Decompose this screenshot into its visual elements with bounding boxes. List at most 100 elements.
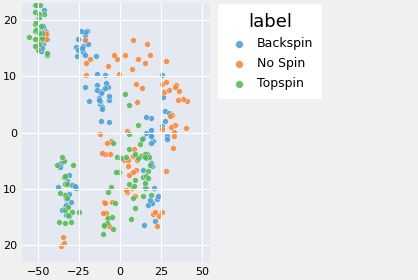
- No Spin: [171, 129, 177, 134]
- No Spin: [168, 113, 175, 117]
- Topspin: [61, 182, 68, 186]
- Backspin: [105, 94, 112, 99]
- No Spin: [97, 132, 104, 137]
- Topspin: [26, 35, 33, 39]
- Backspin: [97, 99, 103, 103]
- Backspin: [102, 73, 108, 77]
- Backspin: [36, 44, 43, 48]
- No Spin: [132, 194, 139, 198]
- No Spin: [106, 152, 113, 156]
- Topspin: [110, 227, 116, 232]
- Backspin: [147, 116, 154, 120]
- Backspin: [99, 105, 106, 109]
- No Spin: [130, 154, 137, 159]
- Topspin: [146, 162, 153, 167]
- Topspin: [107, 185, 114, 190]
- Topspin: [35, 47, 41, 52]
- Backspin: [97, 101, 103, 106]
- Topspin: [56, 220, 63, 225]
- No Spin: [158, 210, 165, 214]
- Backspin: [33, 29, 39, 33]
- Backspin: [148, 161, 154, 166]
- Topspin: [115, 169, 122, 174]
- Backspin: [86, 99, 92, 104]
- Topspin: [38, 30, 45, 35]
- Backspin: [43, 32, 50, 36]
- Backspin: [94, 83, 101, 87]
- Backspin: [79, 45, 85, 50]
- Backspin: [40, 8, 47, 13]
- Backspin: [55, 185, 61, 190]
- Topspin: [69, 162, 76, 167]
- Backspin: [145, 203, 151, 207]
- Topspin: [104, 220, 111, 225]
- Backspin: [150, 139, 157, 144]
- No Spin: [184, 99, 191, 104]
- Topspin: [138, 137, 145, 142]
- No Spin: [134, 56, 141, 61]
- Topspin: [100, 223, 107, 228]
- Topspin: [142, 155, 148, 159]
- Topspin: [110, 141, 116, 146]
- No Spin: [172, 83, 179, 87]
- Topspin: [66, 214, 72, 218]
- Topspin: [143, 156, 150, 160]
- No Spin: [105, 64, 112, 68]
- No Spin: [138, 86, 145, 90]
- No Spin: [123, 129, 130, 133]
- No Spin: [159, 127, 166, 132]
- Backspin: [149, 201, 155, 206]
- Backspin: [94, 87, 101, 92]
- Topspin: [146, 155, 153, 160]
- Topspin: [105, 190, 112, 195]
- Backspin: [62, 202, 69, 207]
- No Spin: [129, 66, 136, 71]
- No Spin: [133, 100, 140, 104]
- No Spin: [171, 85, 178, 89]
- Topspin: [113, 170, 120, 174]
- No Spin: [182, 126, 189, 130]
- No Spin: [166, 88, 172, 93]
- Backspin: [73, 45, 79, 49]
- Backspin: [82, 85, 89, 89]
- No Spin: [172, 123, 178, 127]
- Topspin: [68, 209, 75, 214]
- Topspin: [65, 205, 72, 210]
- Backspin: [105, 84, 112, 89]
- Topspin: [132, 152, 138, 156]
- Topspin: [38, 24, 44, 28]
- No Spin: [125, 157, 132, 162]
- Backspin: [78, 29, 84, 34]
- Topspin: [140, 193, 147, 198]
- Backspin: [99, 89, 106, 94]
- Topspin: [104, 216, 111, 220]
- No Spin: [123, 188, 130, 192]
- Backspin: [73, 186, 79, 190]
- Backspin: [68, 183, 75, 187]
- No Spin: [102, 152, 108, 157]
- No Spin: [168, 125, 174, 130]
- Backspin: [147, 140, 154, 145]
- No Spin: [159, 81, 166, 86]
- Backspin: [97, 119, 104, 123]
- Backspin: [96, 98, 102, 102]
- Topspin: [132, 206, 138, 210]
- Backspin: [58, 160, 64, 165]
- No Spin: [116, 72, 122, 76]
- Topspin: [61, 193, 68, 197]
- Backspin: [95, 95, 102, 100]
- Backspin: [65, 214, 71, 218]
- Topspin: [117, 156, 124, 160]
- Topspin: [100, 224, 107, 229]
- Topspin: [145, 175, 152, 180]
- Topspin: [37, 3, 43, 7]
- Topspin: [134, 123, 141, 128]
- Backspin: [161, 119, 168, 123]
- Topspin: [142, 181, 148, 185]
- Topspin: [59, 155, 65, 159]
- No Spin: [121, 158, 127, 163]
- No Spin: [130, 147, 137, 151]
- Backspin: [84, 28, 90, 33]
- Backspin: [39, 37, 46, 42]
- No Spin: [57, 244, 64, 248]
